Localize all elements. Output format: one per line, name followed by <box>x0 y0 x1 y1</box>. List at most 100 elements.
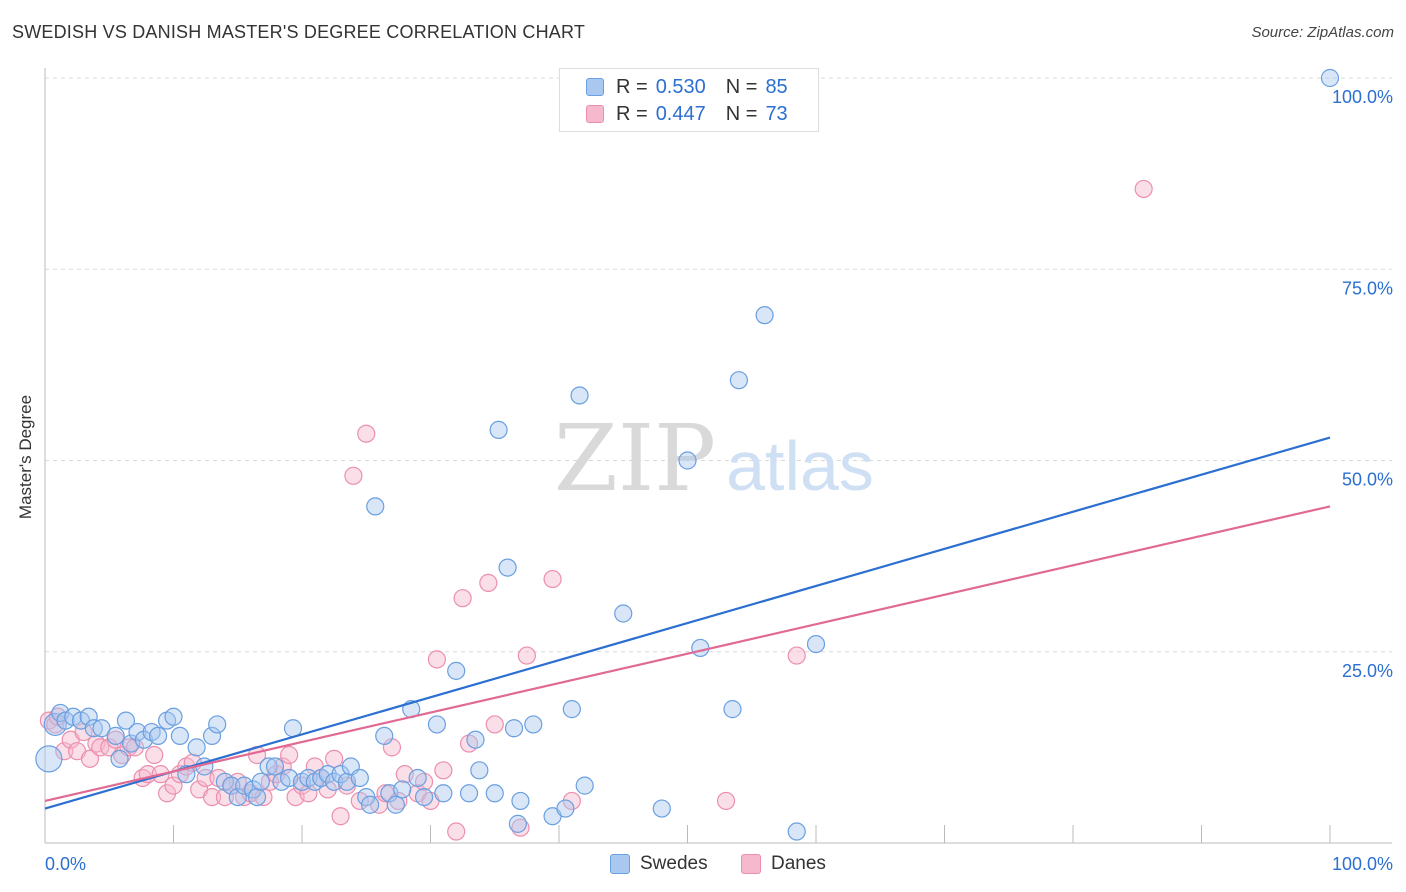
chart-title: SWEDISH VS DANISH MASTER'S DEGREE CORREL… <box>12 22 586 42</box>
point-swedes <box>787 822 806 841</box>
point-swedes <box>222 776 241 795</box>
point-danes <box>196 768 215 788</box>
y-tick-label: 50.0% <box>1342 470 1393 490</box>
danes-swatch <box>586 105 604 123</box>
legend-label-swedes: Swedes <box>640 853 708 874</box>
point-swedes <box>691 638 710 658</box>
point-danes <box>55 742 74 761</box>
point-swedes <box>508 814 527 833</box>
point-swedes <box>265 757 285 776</box>
point-swedes <box>652 799 671 818</box>
swedes-swatch <box>610 854 630 874</box>
axes <box>44 68 1392 844</box>
point-danes <box>517 646 536 665</box>
point-danes <box>299 784 318 803</box>
point-swedes <box>386 795 405 814</box>
point-danes <box>331 807 350 826</box>
r-label: R = <box>616 102 648 125</box>
point-swedes <box>259 757 278 776</box>
point-danes <box>164 776 183 795</box>
point-swedes <box>375 726 394 746</box>
point-swedes <box>164 707 183 726</box>
point-swedes <box>35 745 63 773</box>
legend-row-swedes: R = 0.530 N = 85 <box>586 75 788 99</box>
stats-legend: R = 0.530 N = 85 R = 0.447 N = 73 <box>559 68 819 132</box>
point-swedes <box>729 371 749 390</box>
point-swedes <box>366 497 385 516</box>
y-axis-label: Master's Degree <box>16 394 35 520</box>
point-swedes <box>459 784 479 803</box>
point-danes <box>273 757 292 776</box>
point-swedes <box>361 795 380 814</box>
point-swedes <box>575 776 594 795</box>
y-tick-label: 100.0% <box>1332 87 1393 107</box>
x-tick-label-max: 100.0% <box>1332 854 1393 874</box>
point-swedes <box>434 784 453 803</box>
point-danes <box>434 761 453 780</box>
point-swedes <box>84 719 103 738</box>
point-swedes <box>562 700 581 719</box>
point-swedes <box>414 787 434 807</box>
legend-row-danes: R = 0.447 N = 73 <box>586 102 788 126</box>
point-swedes <box>92 719 111 738</box>
r-label: R = <box>616 75 648 98</box>
tick-labels: 100.0% 75.0% 50.0% 25.0% 0.0% 100.0% <box>45 87 1393 874</box>
point-swedes <box>485 784 504 803</box>
grid-lines <box>45 77 1392 653</box>
point-swedes <box>408 768 427 788</box>
point-danes <box>787 646 806 665</box>
point-swedes <box>470 761 489 780</box>
point-danes <box>145 745 164 765</box>
point-danes <box>215 787 234 807</box>
point-danes <box>479 573 498 593</box>
source-label: Source: ZipAtlas.com <box>1251 24 1394 41</box>
series-legend: Swedes Danes <box>0 851 1406 877</box>
point-danes <box>543 569 562 589</box>
point-swedes <box>116 711 136 730</box>
point-swedes <box>79 707 98 726</box>
r-value: 0.447 <box>655 102 706 125</box>
watermark-atlas: atlas <box>726 427 874 505</box>
point-swedes <box>570 386 589 405</box>
point-danes <box>344 466 363 485</box>
point-swedes <box>187 738 206 757</box>
point-swedes <box>614 604 633 623</box>
point-danes <box>485 715 504 734</box>
point-swedes <box>134 730 154 749</box>
point-swedes <box>678 451 697 470</box>
point-swedes <box>504 719 524 738</box>
point-danes <box>716 791 736 811</box>
danes-swatch <box>741 854 761 874</box>
point-swedes <box>489 420 508 439</box>
series-swedes-points <box>35 68 1340 841</box>
point-swedes <box>524 715 543 734</box>
point-danes <box>254 787 273 807</box>
point-swedes <box>110 749 129 768</box>
point-swedes <box>556 799 575 818</box>
n-label: N = <box>725 75 758 98</box>
point-swedes <box>228 787 247 807</box>
point-swedes <box>1320 68 1340 88</box>
n-value: 73 <box>765 102 788 125</box>
legend-item-swedes[interactable]: Swedes <box>610 851 708 877</box>
legend-label-danes: Danes <box>771 853 826 874</box>
point-swedes <box>202 726 222 746</box>
point-swedes <box>247 787 267 807</box>
x-tick-label-min: 0.0% <box>45 854 86 874</box>
point-swedes <box>43 712 67 737</box>
n-label: N = <box>725 102 758 125</box>
point-swedes <box>427 715 447 734</box>
point-swedes <box>806 634 826 654</box>
swedes-swatch <box>586 78 604 96</box>
point-swedes <box>350 768 369 788</box>
point-swedes <box>447 661 466 680</box>
point-swedes <box>393 780 412 799</box>
point-danes <box>427 650 447 669</box>
r-value: 0.530 <box>655 75 706 98</box>
y-tick-label: 25.0% <box>1342 661 1393 681</box>
point-danes <box>280 745 299 765</box>
point-danes <box>447 822 466 841</box>
legend-item-danes[interactable]: Danes <box>741 851 826 877</box>
point-swedes <box>498 558 517 577</box>
point-swedes <box>148 726 168 746</box>
